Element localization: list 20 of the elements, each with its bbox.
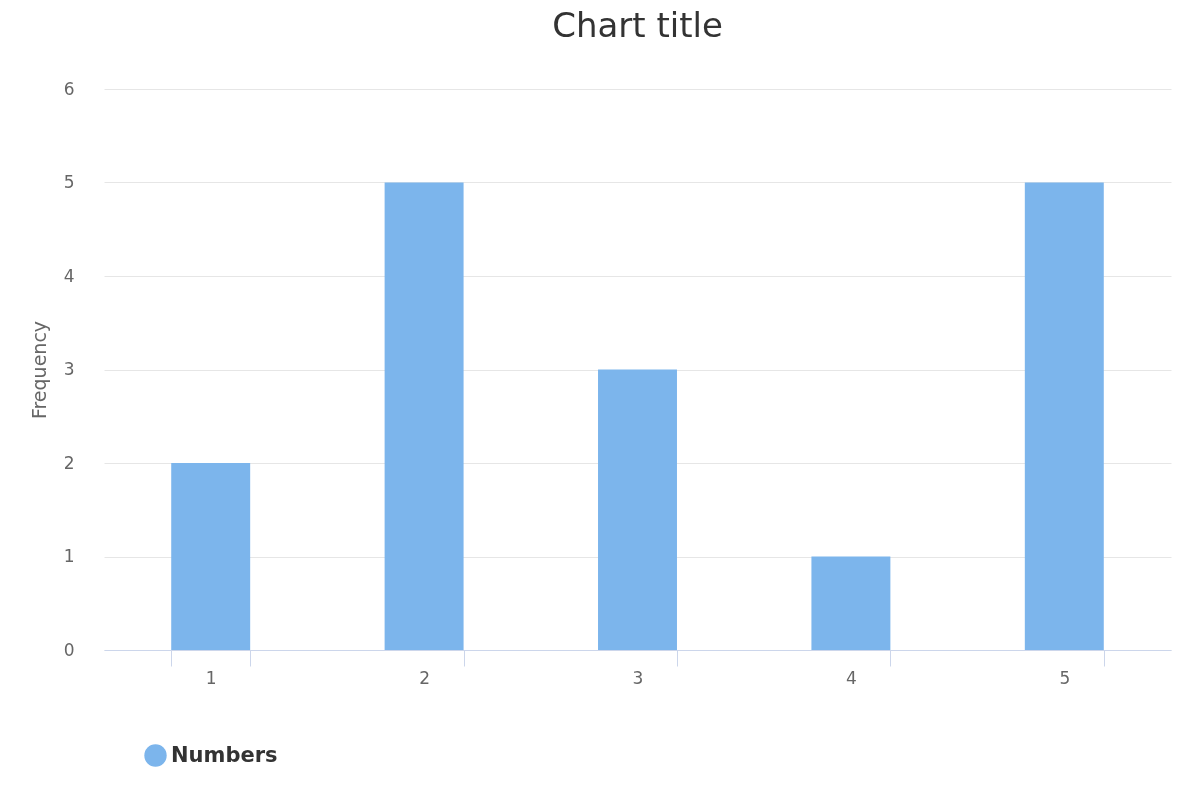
y-tick-label: 6 <box>63 78 75 99</box>
x-tick-label: 2 <box>419 667 431 688</box>
bar <box>171 463 251 650</box>
bar <box>384 182 464 650</box>
y-tick-label: 3 <box>63 359 75 379</box>
x-tick-label: 1 <box>205 667 217 688</box>
bar <box>811 556 891 650</box>
y-tick-label: 1 <box>63 546 75 566</box>
x-tick-label: 4 <box>845 667 857 688</box>
y-tick-label: 0 <box>63 639 75 660</box>
y-tick-label: 2 <box>63 452 75 473</box>
chart-title: Chart title <box>552 5 723 45</box>
y-tick-label: 5 <box>63 172 75 192</box>
x-tick-label: 5 <box>1059 667 1071 688</box>
legend-label: Numbers <box>171 742 278 767</box>
bar <box>598 369 677 650</box>
y-tick-label: 4 <box>63 265 75 286</box>
bar <box>1024 182 1104 650</box>
y-axis-title: Frequency <box>27 320 50 420</box>
x-tick-label: 3 <box>632 667 644 688</box>
